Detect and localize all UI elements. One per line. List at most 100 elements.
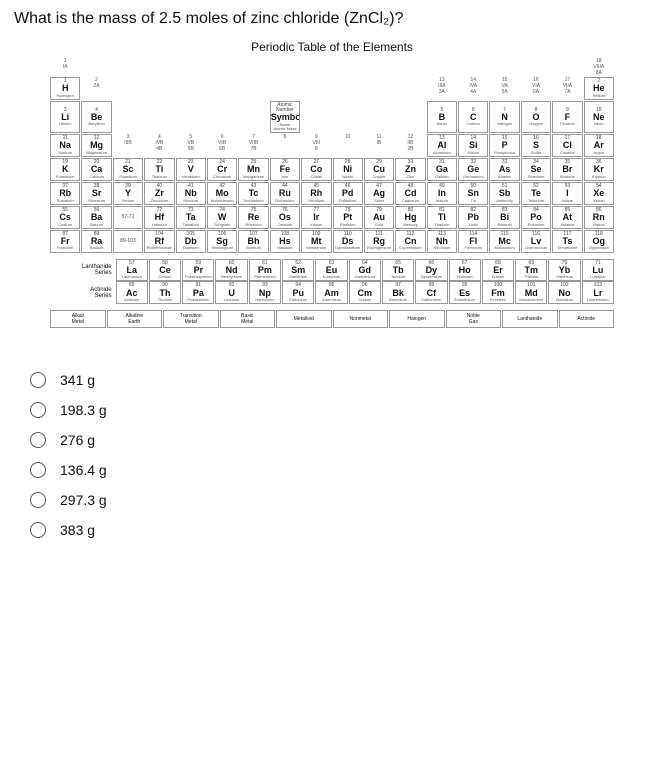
element-Ga: 31GaGallium [427, 158, 457, 181]
option-c[interactable]: 276 g [30, 432, 634, 448]
element-Nh: 113NhNihonium [427, 230, 457, 253]
element-Cl: 17ClChlorine [552, 134, 582, 157]
element-Pb: 82PbLead [458, 206, 488, 229]
element-Nb: 41NbNiobium [176, 182, 206, 205]
element-Mg: 12MgMagnesium [81, 134, 111, 157]
element-Os: 76OsOsmium [270, 206, 300, 229]
element-Si: 14SiSilicon [458, 134, 488, 157]
legend-item: Lanthanide [502, 310, 558, 328]
element-Co: 27CoCobalt [301, 158, 331, 181]
element-Tc: 43TcTechnetium [238, 182, 268, 205]
element-Ba: 56BaBarium [81, 206, 111, 229]
element-Fe: 26FeIron [270, 158, 300, 181]
element-Sn: 50SnTin [458, 182, 488, 205]
element-Lv: 116LvLivermorium [521, 230, 551, 253]
element-Sm: 62SmSamarium [282, 259, 314, 282]
element-Ca: 20CaCalcium [81, 158, 111, 181]
element-B: 5BBoron [427, 101, 457, 133]
option-a[interactable]: 341 g [30, 372, 634, 388]
element-La: 57LaLanthanum [116, 259, 148, 282]
legend-item: Halogen [389, 310, 445, 328]
element-Mt: 109MtMeitnerium [301, 230, 331, 253]
actinide-row: Actinide Series89AcActinium90ThThorium91… [50, 281, 614, 304]
option-label: 276 g [60, 432, 95, 448]
element-Ts: 117TsTennessine [552, 230, 582, 253]
element-Cn: 112CnCopernicium [395, 230, 425, 253]
element-Yb: 70YbYtterbium [548, 259, 580, 282]
element-Sr: 38SrStrontium [81, 182, 111, 205]
legend-item: Nonmetal [333, 310, 389, 328]
element-Zr: 40ZrZirconium [144, 182, 174, 205]
element-Pt: 78PtPlatinum [333, 206, 363, 229]
element-Fr: 87FrFrancium [50, 230, 80, 253]
element-Y: 39YYttrium [113, 182, 143, 205]
element-Kr: 36KrKrypton [584, 158, 614, 181]
element-Db: 105DbDubnium [176, 230, 206, 253]
element-Ne: 10NeNeon [584, 101, 614, 133]
periodic-table: Periodic Table of the Elements 1 IA18 VI… [0, 34, 664, 334]
element-Ce: 58CeCerium [149, 259, 181, 282]
element-Md: 101MdMendelevium [515, 281, 547, 304]
element-Lu: 71LuLutetium [582, 259, 614, 282]
legend-item: Actinide [559, 310, 615, 328]
element-Dy: 66DyDysprosium [415, 259, 447, 282]
element-Cr: 24CrChromium [207, 158, 237, 181]
legend-item: Alkaline Earth [107, 310, 163, 328]
element-U: 92UUranium [215, 281, 247, 304]
element-At: 85AtAstatine [552, 206, 582, 229]
element-Cm: 96CmCurium [349, 281, 381, 304]
option-e[interactable]: 297.3 g [30, 492, 634, 508]
element-Es: 99EsEinsteinium [449, 281, 481, 304]
option-label: 198.3 g [60, 402, 107, 418]
element-Er: 68ErErbium [482, 259, 514, 282]
element-Ra: 88RaRadium [81, 230, 111, 253]
element-K: 19KPotassium [50, 158, 80, 181]
element-W: 74WTungsten [207, 206, 237, 229]
lanthanide-row: Lanthanide Series57LaLanthanum58CeCerium… [50, 259, 614, 282]
option-b[interactable]: 198.3 g [30, 402, 634, 418]
element-Te: 52TeTellurium [521, 182, 551, 205]
element-Hg: 80HgMercury [395, 206, 425, 229]
element-Tl: 81TlThallium [427, 206, 457, 229]
element-Og: 118OgOganesson [584, 230, 614, 253]
element-Cf: 98CfCalifornium [415, 281, 447, 304]
element-Fm: 100FmFermium [482, 281, 514, 304]
answer-options: 341 g 198.3 g 276 g 136.4 g 297.3 g 383 … [0, 334, 664, 576]
element-Cu: 29CuCopper [364, 158, 394, 181]
element-Po: 84PoPolonium [521, 206, 551, 229]
element-Th: 90ThThorium [149, 281, 181, 304]
element-Ge: 32GeGermanium [458, 158, 488, 181]
element-F: 9FFluorine [552, 101, 582, 133]
element-: 57-71 [113, 206, 143, 229]
element-Rn: 86RnRadon [584, 206, 614, 229]
element-Pa: 91PaProtactinium [182, 281, 214, 304]
element-V: 23VVanadium [176, 158, 206, 181]
element-Ac: 89AcActinium [116, 281, 148, 304]
element-Na: 11NaSodium [50, 134, 80, 157]
element-P: 15PPhosphorus [489, 134, 519, 157]
element-Be: 4BeBeryllium [81, 101, 111, 133]
element-I: 53IIodine [552, 182, 582, 205]
element-Ag: 47AgSilver [364, 182, 394, 205]
option-f[interactable]: 383 g [30, 522, 634, 538]
element-Bi: 83BiBismuth [489, 206, 519, 229]
element-Mo: 42MoMolybdenum [207, 182, 237, 205]
radio-icon [30, 432, 46, 448]
element-C: 6CCarbon [458, 101, 488, 133]
option-label: 136.4 g [60, 462, 107, 478]
legend-item: Metalloid [276, 310, 332, 328]
element-Sg: 106SgSeaborgium [207, 230, 237, 253]
element-Pr: 59PrPraseodymium [182, 259, 214, 282]
element-Am: 95AmAmericium [315, 281, 347, 304]
element-Ni: 28NiNickel [333, 158, 363, 181]
element-Li: 3LiLithium [50, 101, 80, 133]
element-Mn: 25MnManganese [238, 158, 268, 181]
element-Pd: 46PdPalladium [333, 182, 363, 205]
element-Ti: 22TiTitanium [144, 158, 174, 181]
radio-icon [30, 402, 46, 418]
element-Rf: 104RfRutherfordium [144, 230, 174, 253]
element-Ar: 18ArArgon [584, 134, 614, 157]
option-d[interactable]: 136.4 g [30, 462, 634, 478]
element-Lr: 103LrLawrencium [582, 281, 614, 304]
radio-icon [30, 372, 46, 388]
